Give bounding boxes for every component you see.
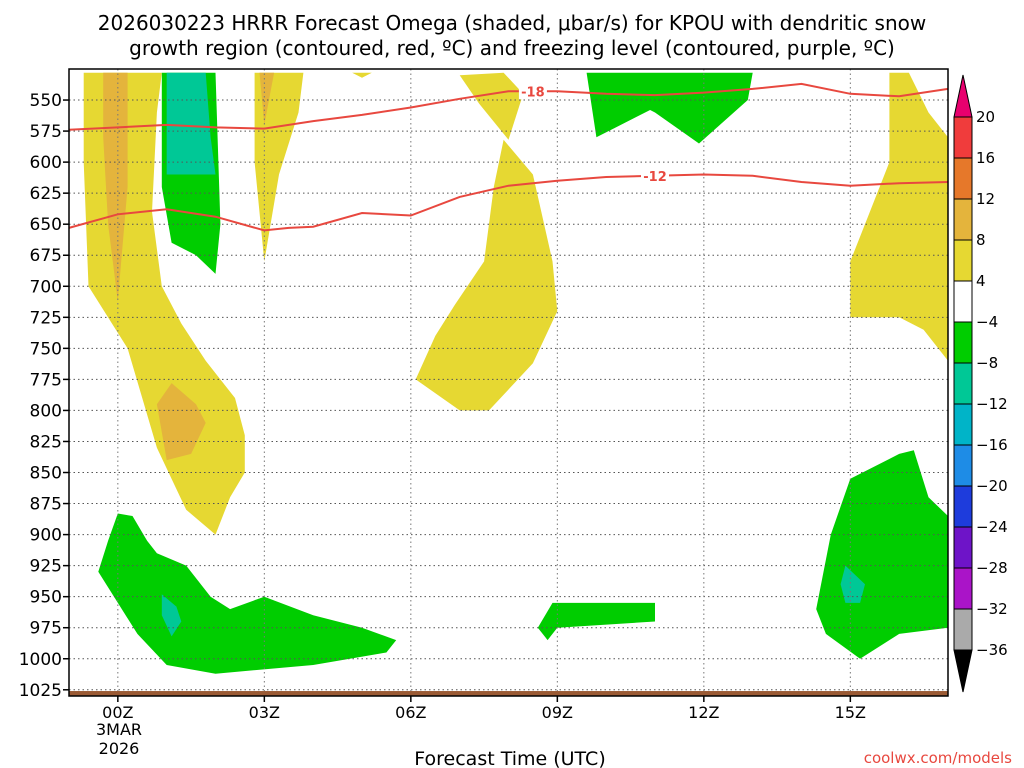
y-tick-label-1000: 1000: [19, 650, 62, 670]
y-tick-label-700: 700: [30, 277, 62, 297]
colorbar-label--8: −8: [976, 354, 998, 372]
plot-frame: [68, 68, 949, 697]
y-tick-label-750: 750: [30, 339, 62, 359]
colorbar: 20 16 12 8 4 −4 −8 −12 −16 −20 −24 −28 −32 −36: [953, 74, 1008, 693]
omega-region-7: [259, 72, 275, 125]
y-tick-label-825: 825: [30, 432, 62, 452]
chart-title-line-1: 2026030223 HRRR Forecast Omega (shaded, …: [98, 11, 926, 35]
omega-region-11: [586, 72, 753, 144]
temperature-contour--12: [68, 173, 949, 232]
colorbar-label--4: −4: [976, 313, 998, 331]
colorbar-bin-9: [953, 444, 973, 487]
omega-region-3: [156, 383, 206, 461]
colorbar-label--12: −12: [976, 395, 1008, 413]
x-tick-label-00Z: 00Z: [102, 703, 133, 722]
contour-label-bg--12: [641, 167, 669, 184]
colorbar-label--24: −24: [976, 518, 1008, 536]
colorbar-bottom-arrow: [953, 649, 973, 693]
omega-region-16: [816, 450, 948, 659]
colorbar-label-20: 20: [976, 108, 995, 126]
y-tick-label-675: 675: [30, 246, 62, 266]
contour-label--18: -18: [521, 85, 545, 100]
plot-area: -18 -12: [68, 68, 949, 697]
colorbar-label-12: 12: [976, 190, 995, 208]
chart-title-line-2: growth region (contoured, red, ºC) and f…: [129, 36, 895, 60]
omega-region-15: [537, 602, 655, 641]
y-tick-label-800: 800: [30, 401, 62, 421]
y-tick-label-1025: 1025: [19, 681, 62, 701]
x-tick-label-12Z: 12Z: [688, 703, 719, 722]
contour-label-bg--18: [518, 83, 547, 100]
grid-lines: [69, 69, 948, 696]
y-tick-label-725: 725: [30, 308, 62, 328]
colorbar-label--32: −32: [976, 600, 1008, 618]
omega-region-17: [840, 565, 865, 603]
y-tick-label-775: 775: [30, 370, 62, 390]
x-tick-label-03Z: 03Z: [249, 703, 280, 722]
colorbar-bin-6: [953, 321, 973, 364]
contour-label--12: -12: [643, 170, 667, 185]
temperature-contours: -18 -12: [68, 82, 949, 232]
colorbar-label--16: −16: [976, 436, 1008, 454]
colorbar-top-arrow: [953, 74, 973, 118]
x-tick-label-06Z: 06Z: [395, 703, 426, 722]
y-tick-label-650: 650: [30, 215, 62, 235]
x-tick-label-15Z: 15Z: [835, 703, 866, 722]
y-tick-label-550: 550: [30, 91, 62, 111]
colorbar-label--36: −36: [976, 641, 1008, 659]
colorbar-label-4: 4: [976, 272, 986, 290]
omega-region-12: [850, 72, 948, 361]
y-tick-label-925: 925: [30, 557, 62, 577]
x-axis-time-ticks: 00Z 03Z 06Z 09Z 12Z 15Z: [102, 696, 866, 722]
y-tick-label-625: 625: [30, 184, 62, 204]
colorbar-bin-4: [953, 239, 973, 282]
date-label-day: 3MAR: [96, 720, 142, 739]
omega-region-8: [352, 72, 372, 78]
colorbar-label--20: −20: [976, 477, 1008, 495]
y-tick-label-875: 875: [30, 495, 62, 515]
colorbar-bin-13: [953, 608, 973, 651]
colorbar-label--28: −28: [976, 559, 1008, 577]
omega-region-2: [103, 72, 128, 302]
terrain-surface-band: [69, 691, 948, 696]
y-tick-label-975: 975: [30, 619, 62, 639]
credit-text: coolwx.com/models: [864, 749, 1012, 767]
colorbar-bin-8: [953, 403, 973, 446]
y-axis-pressure-ticks: 550 575 600 625 650 675 700 725 750 775 800 825 850 8…: [19, 91, 69, 701]
colorbar-bin-5: [953, 280, 973, 323]
colorbar-bin-7: [953, 362, 973, 405]
colorbar-label-16: 16: [976, 149, 995, 167]
omega-region-10: [415, 139, 558, 411]
y-tick-label-850: 850: [30, 464, 62, 484]
colorbar-label-8: 8: [976, 231, 986, 249]
colorbar-bin-10: [953, 485, 973, 528]
y-tick-label-575: 575: [30, 122, 62, 142]
omega-region-6: [254, 72, 304, 262]
omega-region-9: [459, 72, 524, 140]
colorbar-bin-1: [953, 116, 973, 159]
omega-region-5: [166, 72, 216, 175]
x-tick-label-09Z: 09Z: [542, 703, 573, 722]
colorbar-bin-2: [953, 157, 973, 200]
y-tick-label-950: 950: [30, 588, 62, 608]
omega-region-14: [161, 594, 182, 637]
omega-shaded-regions: [83, 72, 948, 674]
y-tick-label-900: 900: [30, 526, 62, 546]
colorbar-bin-3: [953, 198, 973, 241]
colorbar-bin-11: [953, 526, 973, 569]
x-axis-label: Forecast Time (UTC): [414, 748, 605, 768]
date-label-year: 2026: [99, 739, 140, 758]
colorbar-bin-12: [953, 567, 973, 610]
y-tick-label-600: 600: [30, 153, 62, 173]
